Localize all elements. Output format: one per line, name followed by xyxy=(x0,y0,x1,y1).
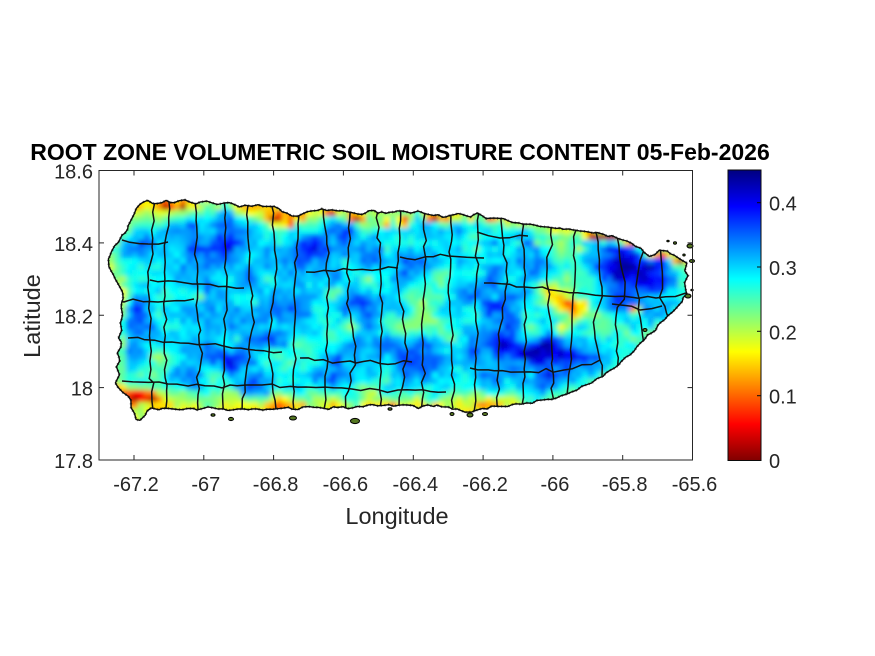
svg-text:18.2: 18.2 xyxy=(54,306,93,328)
svg-text:Latitude: Latitude xyxy=(19,274,45,358)
svg-text:18.4: 18.4 xyxy=(54,234,93,256)
svg-text:18: 18 xyxy=(71,379,93,401)
svg-text:0.4: 0.4 xyxy=(769,194,797,216)
svg-text:-65.6: -65.6 xyxy=(672,474,718,496)
svg-text:-65.8: -65.8 xyxy=(602,474,648,496)
svg-text:0.1: 0.1 xyxy=(769,387,797,409)
svg-text:0.3: 0.3 xyxy=(769,258,797,280)
svg-text:0.2: 0.2 xyxy=(769,322,797,344)
svg-text:17.8: 17.8 xyxy=(54,451,93,473)
svg-text:Longitude: Longitude xyxy=(345,503,448,529)
svg-text:-66.6: -66.6 xyxy=(323,474,369,496)
svg-text:-67: -67 xyxy=(191,474,220,496)
svg-text:-66.4: -66.4 xyxy=(393,474,439,496)
svg-text:-66.2: -66.2 xyxy=(462,474,508,496)
svg-text:18.6: 18.6 xyxy=(54,162,93,184)
svg-text:-66.8: -66.8 xyxy=(253,474,299,496)
svg-text:ROOT ZONE VOLUMETRIC SOIL MOIS: ROOT ZONE VOLUMETRIC SOIL MOISTURE CONTE… xyxy=(30,139,769,165)
svg-text:0: 0 xyxy=(769,451,780,473)
svg-text:-67.2: -67.2 xyxy=(113,474,159,496)
svg-text:-66: -66 xyxy=(540,474,569,496)
